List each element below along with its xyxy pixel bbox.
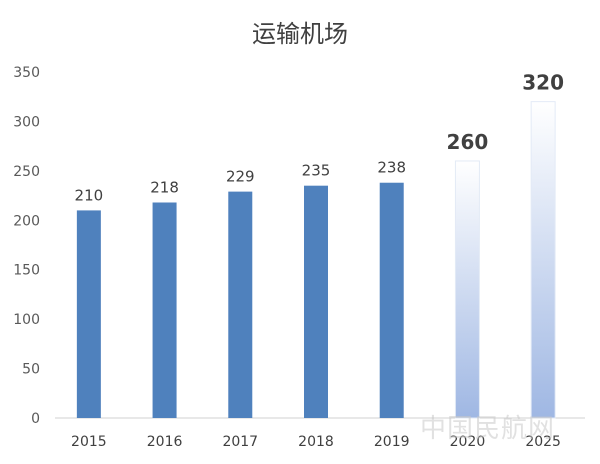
y-tick-label: 50 xyxy=(22,362,40,378)
bar-2019 xyxy=(379,182,404,418)
data-label-2015: 210 xyxy=(75,186,104,204)
y-axis: 0 50 100 150 200 250 300 350 xyxy=(13,65,40,427)
y-tick-label: 200 xyxy=(13,213,40,229)
bar-2015 xyxy=(76,210,101,418)
bar-2017 xyxy=(228,191,253,418)
data-label-2017: 229 xyxy=(226,168,255,186)
data-labels: 210 218 229 235 238 260 320 xyxy=(75,71,564,205)
y-tick-label: 250 xyxy=(13,164,40,180)
chart-title: 运输机场 xyxy=(252,20,348,48)
x-tick-label: 2015 xyxy=(71,434,107,450)
data-label-2025: 320 xyxy=(522,71,564,95)
x-tick-label: 2020 xyxy=(450,434,486,450)
y-tick-label: 100 xyxy=(13,312,40,328)
x-axis: 2015 2016 2017 2018 2019 2020 2025 xyxy=(71,434,561,450)
y-tick-label: 150 xyxy=(13,263,40,279)
x-tick-label: 2017 xyxy=(222,434,258,450)
y-tick-label: 350 xyxy=(13,65,40,81)
bar-2025 xyxy=(530,101,556,419)
data-label-2018: 235 xyxy=(302,162,331,180)
data-label-2020: 260 xyxy=(447,130,489,154)
bar-2016 xyxy=(152,202,177,418)
x-tick-label: 2025 xyxy=(525,434,561,450)
data-label-2019: 238 xyxy=(377,159,406,177)
bar-2020 xyxy=(454,160,480,419)
x-tick-label: 2016 xyxy=(147,434,183,450)
data-label-2016: 218 xyxy=(150,178,179,196)
x-tick-label: 2019 xyxy=(374,434,410,450)
y-tick-label: 0 xyxy=(31,411,40,427)
bar-2018 xyxy=(304,185,328,418)
y-tick-label: 300 xyxy=(13,114,40,130)
x-tick-label: 2018 xyxy=(298,434,334,450)
bars xyxy=(76,101,556,419)
